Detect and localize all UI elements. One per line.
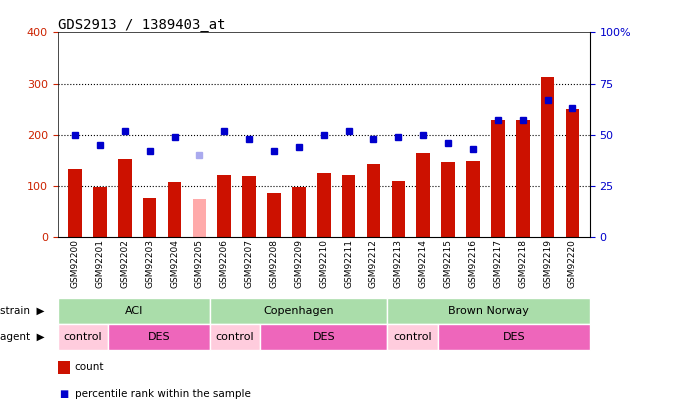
Bar: [491, 120, 504, 237]
Bar: [342, 175, 355, 237]
Text: GSM92214: GSM92214: [419, 239, 428, 288]
Text: Copenhagen: Copenhagen: [263, 306, 334, 316]
Bar: [210, 324, 260, 350]
Bar: [93, 188, 106, 237]
Bar: [108, 324, 210, 350]
Text: control: control: [64, 332, 102, 342]
Text: GSM92216: GSM92216: [468, 239, 477, 288]
Text: GSM92220: GSM92220: [568, 239, 577, 288]
Text: agent  ▶: agent ▶: [0, 332, 45, 342]
Text: Brown Norway: Brown Norway: [448, 306, 529, 316]
Text: DES: DES: [313, 332, 335, 342]
Bar: [292, 187, 306, 237]
Bar: [416, 153, 430, 237]
Bar: [218, 175, 231, 237]
Bar: [260, 324, 387, 350]
Bar: [58, 324, 108, 350]
Bar: [387, 324, 438, 350]
Bar: [565, 109, 579, 237]
Text: GSM92209: GSM92209: [294, 239, 303, 288]
Bar: [391, 181, 405, 237]
Bar: [193, 198, 206, 237]
Text: control: control: [216, 332, 254, 342]
Text: GSM92204: GSM92204: [170, 239, 179, 288]
Text: strain  ▶: strain ▶: [0, 306, 45, 316]
Bar: [438, 324, 590, 350]
Bar: [58, 298, 210, 324]
Text: GSM92218: GSM92218: [518, 239, 527, 288]
Bar: [541, 77, 555, 237]
Bar: [167, 182, 181, 237]
Text: ACI: ACI: [125, 306, 143, 316]
Text: GSM92217: GSM92217: [494, 239, 502, 288]
Text: GSM92205: GSM92205: [195, 239, 204, 288]
Bar: [267, 194, 281, 237]
Text: GSM92219: GSM92219: [543, 239, 552, 288]
Text: percentile rank within the sample: percentile rank within the sample: [75, 389, 250, 399]
Text: GSM92201: GSM92201: [96, 239, 104, 288]
Text: count: count: [75, 362, 104, 372]
Text: ■: ■: [59, 389, 68, 399]
Text: GSM92203: GSM92203: [145, 239, 154, 288]
Bar: [143, 198, 157, 237]
Text: GSM92211: GSM92211: [344, 239, 353, 288]
Bar: [68, 169, 82, 237]
Bar: [367, 164, 380, 237]
Text: DES: DES: [148, 332, 170, 342]
Text: GSM92206: GSM92206: [220, 239, 228, 288]
Bar: [516, 120, 530, 237]
Bar: [466, 161, 480, 237]
Text: GSM92215: GSM92215: [443, 239, 453, 288]
Text: GSM92210: GSM92210: [319, 239, 328, 288]
Text: GSM92212: GSM92212: [369, 239, 378, 288]
Bar: [317, 173, 331, 237]
Text: GSM92213: GSM92213: [394, 239, 403, 288]
Text: GSM92207: GSM92207: [245, 239, 254, 288]
Text: DES: DES: [502, 332, 525, 342]
Bar: [210, 298, 387, 324]
Bar: [387, 298, 590, 324]
Text: GDS2913 / 1389403_at: GDS2913 / 1389403_at: [58, 18, 225, 32]
Text: control: control: [393, 332, 432, 342]
Text: GSM92208: GSM92208: [269, 239, 279, 288]
Text: GSM92202: GSM92202: [120, 239, 129, 288]
Bar: [242, 176, 256, 237]
Bar: [118, 159, 132, 237]
Bar: [441, 162, 455, 237]
Text: GSM92200: GSM92200: [71, 239, 79, 288]
